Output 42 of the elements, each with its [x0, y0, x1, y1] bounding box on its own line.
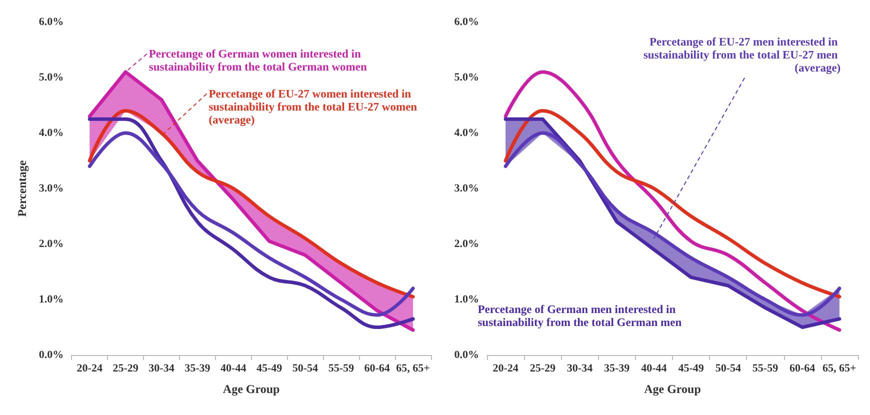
y-tick-label: 5.0%	[454, 72, 479, 84]
x-tick-label: 30-34	[566, 362, 594, 374]
x-tick-label: 30-34	[148, 362, 175, 374]
y-tick-label: 3.0%	[38, 182, 64, 194]
x-axis-title: Age Group	[644, 382, 702, 396]
y-tick-label: 0.0%	[38, 349, 64, 361]
annotation: Percetange of EU-27 men interested in sustainability from the total EU-27 men (average)	[643, 36, 841, 74]
x-axis-title: Age Group	[222, 382, 280, 396]
y-tick-label: 5.0%	[38, 72, 64, 84]
y-tick-label: 6.0%	[454, 16, 479, 28]
y-tick-label: 4.0%	[454, 127, 479, 139]
x-tick-label: 40-44	[220, 362, 247, 374]
y-tick-label: 1.0%	[38, 294, 64, 306]
x-tick-label: 60-64	[364, 362, 390, 374]
x-tick-label: 35-39	[184, 362, 211, 374]
y-tick-label: 2.0%	[38, 238, 64, 250]
y-tick-label: 1.0%	[454, 294, 479, 306]
x-tick-label: 45-49	[678, 362, 704, 374]
y-tick-label: 0.0%	[454, 349, 479, 361]
x-tick-label: 55-59	[328, 362, 354, 374]
line-series	[504, 109, 842, 298]
x-tick-label: 25-29	[112, 362, 139, 374]
x-tick-label: 40-44	[641, 362, 668, 374]
x-tick-label: 65, 65+	[396, 362, 430, 374]
x-tick-label: 50-54	[715, 362, 742, 374]
x-tick-label: 60-64	[790, 362, 816, 374]
x-tick-label: 50-54	[292, 362, 319, 374]
y-tick-label: 3.0%	[454, 182, 479, 194]
x-tick-label: 25-29	[530, 362, 556, 374]
x-tick-label: 20-24	[76, 362, 103, 374]
x-tick-label: 35-39	[604, 362, 630, 374]
x-tick-label: 55-59	[752, 362, 779, 374]
annotation: Percetange of German women interested in sustainability from the total German women	[148, 48, 368, 74]
x-tick-label: 20-24	[492, 362, 519, 374]
y-axis-title: Percentage	[15, 160, 29, 217]
y-tick-label: 4.0%	[38, 127, 64, 139]
x-tick-label: 45-49	[256, 362, 283, 374]
x-tick-label: 65, 65+	[822, 362, 856, 374]
annotation: Percetange of EU-27 women interested in sustainability from the total EU-27 women (average)	[208, 88, 420, 126]
y-tick-label: 6.0%	[38, 16, 64, 28]
y-tick-label: 2.0%	[454, 238, 479, 250]
annotation: Percetange of German men interested in sustainability from the total German men	[478, 304, 682, 329]
